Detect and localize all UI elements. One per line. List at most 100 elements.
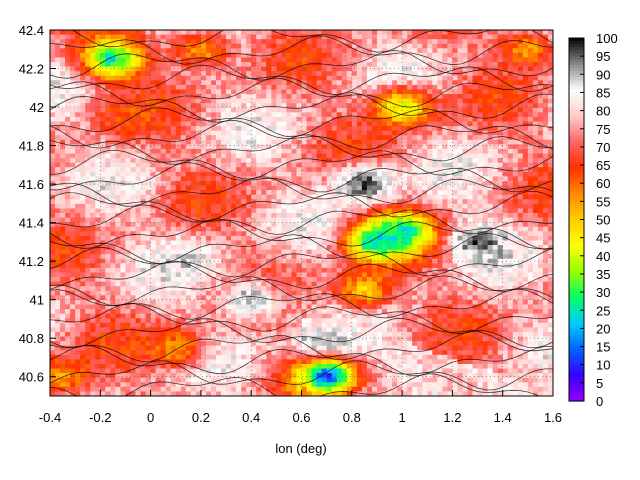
heatmap-cell — [55, 231, 61, 237]
heatmap-cell — [502, 34, 509, 40]
heatmap-cell — [407, 48, 413, 54]
heatmap-cell — [190, 176, 197, 182]
heatmap-cell — [195, 199, 202, 205]
heatmap-cell — [256, 171, 262, 177]
heatmap-cell — [517, 62, 524, 68]
heatmap-cell — [502, 94, 509, 100]
heatmap-cell — [437, 89, 443, 95]
heatmap-cell — [492, 180, 499, 187]
heatmap-cell — [537, 194, 544, 200]
heatmap-cell — [205, 43, 212, 49]
heatmap-cell — [487, 52, 494, 59]
heatmap-cell — [361, 75, 368, 81]
heatmap-cell — [427, 194, 433, 200]
heatmap-cell — [301, 57, 308, 63]
heatmap-cell — [522, 245, 529, 251]
heatmap-cell — [291, 203, 298, 210]
heatmap-cell — [442, 71, 448, 77]
heatmap-cell — [246, 235, 252, 242]
heatmap-cell — [200, 190, 207, 196]
heatmap-cell — [492, 213, 499, 219]
heatmap-cell — [417, 121, 423, 127]
heatmap-cell — [165, 30, 172, 36]
heatmap-cell — [306, 222, 313, 228]
heatmap-cell — [336, 48, 343, 54]
heatmap-cell — [75, 171, 81, 177]
heatmap-cell — [185, 34, 192, 40]
heatmap-cell — [100, 112, 106, 118]
heatmap-cell — [477, 249, 484, 255]
heatmap-cell — [110, 144, 116, 150]
heatmap-cell — [457, 30, 464, 36]
heatmap-cell — [437, 235, 443, 242]
heatmap-cell — [95, 98, 101, 104]
heatmap-cell — [502, 190, 509, 196]
heatmap-cell — [477, 57, 484, 63]
heatmap-cell — [402, 135, 408, 141]
heatmap-cell — [447, 107, 453, 113]
heatmap-cell — [251, 112, 257, 118]
heatmap-cell — [376, 48, 383, 54]
heatmap-cell — [271, 171, 277, 177]
heatmap-cell — [326, 103, 333, 109]
heatmap-cell — [105, 62, 111, 68]
heatmap-cell — [70, 185, 76, 191]
heatmap-cell — [402, 194, 408, 200]
heatmap-cell — [361, 153, 368, 159]
heatmap-cell — [145, 57, 152, 63]
heatmap-cell — [316, 75, 323, 81]
heatmap-cell — [135, 62, 142, 68]
heatmap-cell — [185, 75, 192, 81]
heatmap-cell — [140, 94, 147, 100]
heatmap-cell — [497, 249, 504, 255]
heatmap-cell — [195, 180, 202, 187]
heatmap-cell — [417, 194, 423, 200]
heatmap-cell — [190, 139, 197, 145]
heatmap-cell — [482, 185, 489, 191]
heatmap-cell — [407, 66, 413, 72]
heatmap-cell — [110, 80, 116, 86]
heatmap-cell — [90, 34, 96, 40]
heatmap-cell — [165, 66, 172, 72]
heatmap-cell — [407, 126, 413, 132]
heatmap-cell — [155, 249, 162, 255]
heatmap-cell — [246, 112, 252, 118]
heatmap-cell — [286, 153, 293, 159]
heatmap-cell — [321, 203, 328, 210]
heatmap-cell — [432, 62, 438, 68]
heatmap-cell — [276, 213, 282, 219]
heatmap-cell — [527, 144, 534, 150]
heatmap-cell — [85, 71, 91, 77]
heatmap-cell — [462, 121, 469, 127]
heatmap-cell — [185, 30, 192, 36]
heatmap-cell — [276, 126, 282, 132]
heatmap-cell — [80, 84, 86, 91]
heatmap-cell — [462, 139, 469, 145]
heatmap-cell — [130, 176, 137, 182]
heatmap-cell — [522, 130, 529, 136]
heatmap-cell — [331, 52, 338, 59]
heatmap-cell — [65, 112, 71, 118]
heatmap-cell — [50, 94, 56, 100]
heatmap-cell — [246, 144, 252, 150]
heatmap-cell — [185, 89, 192, 95]
heatmap-cell — [246, 30, 252, 36]
heatmap-cell — [226, 71, 232, 77]
heatmap-cell — [70, 254, 76, 260]
heatmap-cell — [200, 213, 207, 219]
heatmap-cell — [261, 94, 267, 100]
heatmap-cell — [376, 180, 383, 187]
heatmap-cell — [175, 180, 182, 187]
heatmap-cell — [200, 89, 207, 95]
heatmap-cell — [336, 112, 343, 118]
heatmap-cell — [60, 167, 66, 173]
heatmap-cell — [507, 84, 514, 91]
heatmap-cell — [226, 94, 232, 100]
heatmap-cell — [402, 162, 408, 168]
heatmap-cell — [422, 84, 428, 91]
heatmap-cell — [65, 43, 71, 49]
heatmap-cell — [195, 171, 202, 177]
heatmap-cell — [507, 203, 514, 210]
heatmap-cell — [417, 144, 423, 150]
heatmap-cell — [125, 231, 132, 237]
